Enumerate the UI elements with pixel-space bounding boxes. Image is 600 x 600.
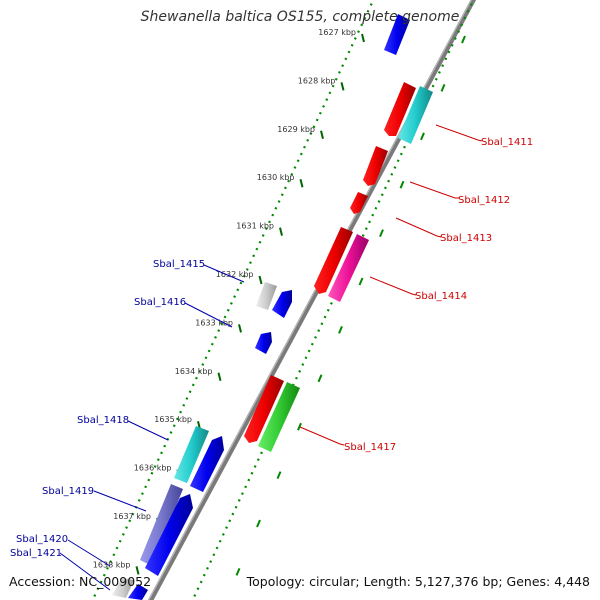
gene-sbal-1414-pair[interactable] <box>314 227 369 302</box>
tick-mark <box>235 568 241 576</box>
tick-label: 1629 kbp <box>277 125 315 134</box>
gene-label[interactable]: Sbal_1411 <box>481 137 533 148</box>
gene-label[interactable]: Sbal_1412 <box>458 195 510 206</box>
gene-label[interactable]: Sbal_1418 <box>77 415 129 426</box>
tick-label: 1637 kbp <box>113 512 151 521</box>
tick-mark <box>238 324 242 333</box>
gene-arrow[interactable] <box>174 426 209 483</box>
gene-arrow[interactable] <box>384 82 416 136</box>
gene-arrow[interactable] <box>140 484 183 566</box>
tick-mark <box>279 227 283 236</box>
tick-mark <box>358 277 364 286</box>
tick-mark <box>440 84 446 92</box>
gene-label[interactable]: Sbal_1414 <box>415 291 467 302</box>
tick-label: 1635 kbp <box>154 415 192 424</box>
reverse-gene-labels: Sbal_1415 Sbal_1416 Sbal_1418 Sbal_1419 … <box>10 259 205 559</box>
tick-label: 1633 kbp <box>195 318 233 327</box>
gene-sbal-1417-pair[interactable] <box>244 375 300 452</box>
gene-sbal-1411-pair[interactable] <box>384 82 433 144</box>
reverse-label-leaders <box>59 264 245 591</box>
tick-mark <box>217 372 222 382</box>
tick-mark <box>379 229 384 237</box>
tick-marks: 1627 kbp 1628 kbp 1629 kbp 1630 kbp 1631 kbp… <box>93 28 466 576</box>
tick-label: 1632 kbp <box>216 270 254 279</box>
tick-mark <box>135 566 140 575</box>
forward-label-leaders <box>299 124 483 446</box>
gene-arrow[interactable] <box>398 86 433 144</box>
tick-label: 1636 kbp <box>134 464 172 473</box>
gene-sbal-1413-arrow[interactable] <box>350 192 368 214</box>
tick-label: 1627 kbp <box>318 28 356 37</box>
gene-label[interactable]: Sbal_1421 <box>10 548 62 559</box>
tick-label: 1638 kbp <box>93 560 131 569</box>
tick-mark <box>256 519 261 528</box>
tick-mark <box>320 130 324 140</box>
gene-arrow[interactable] <box>145 494 193 576</box>
gene-top-blue-arrow[interactable] <box>384 14 410 55</box>
gene-sbal-1416-arrow[interactable] <box>255 332 272 354</box>
gene-label[interactable]: Sbal_1419 <box>42 486 94 497</box>
tick-mark <box>258 275 263 285</box>
gene-arrow[interactable] <box>244 375 284 443</box>
tick-mark <box>340 82 345 91</box>
gene-sbal-1418-pair[interactable] <box>174 426 224 492</box>
tick-mark <box>297 422 302 431</box>
tick-label: 1634 kbp <box>175 367 213 376</box>
tick-label: 1630 kbp <box>257 173 295 182</box>
map-title: Shewanella baltica OS155, complete genom… <box>140 9 460 25</box>
gene-label[interactable]: Sbal_1413 <box>440 233 492 244</box>
gene-arrow[interactable] <box>256 282 277 310</box>
gene-label[interactable]: Sbal_1416 <box>134 297 186 308</box>
gene-arrow[interactable] <box>314 227 353 294</box>
gene-arrow[interactable] <box>258 382 300 452</box>
gene-label[interactable]: Sbal_1417 <box>344 442 396 453</box>
tick-mark <box>299 178 304 188</box>
tick-label: 1631 kbp <box>236 222 274 231</box>
tick-label: 1628 kbp <box>298 76 336 85</box>
gene-label[interactable]: Sbal_1415 <box>153 259 205 270</box>
gene-label[interactable]: Sbal_1420 <box>16 534 68 545</box>
gene-sbal-1412-arrow[interactable] <box>363 146 388 186</box>
genome-backbone <box>147 0 477 600</box>
ring-dotted-inner <box>91 0 375 600</box>
tick-mark <box>276 471 282 479</box>
gene-sbal-1419-pair[interactable] <box>140 484 193 576</box>
tick-mark <box>361 33 365 43</box>
tick-mark <box>461 35 466 44</box>
gene-sbal-1415-pair[interactable] <box>256 282 292 318</box>
gene-sbal-1421-arrow[interactable] <box>128 584 148 600</box>
genome-summary-text: Topology: circular; Length: 5,127,376 bp… <box>246 574 590 589</box>
gene-arrow[interactable] <box>328 234 369 302</box>
tick-mark <box>317 374 323 383</box>
gene-arrow[interactable] <box>272 290 292 318</box>
accession-text: Accession: NC_009052 <box>9 574 152 589</box>
tick-mark <box>420 132 425 141</box>
tick-mark <box>399 180 405 189</box>
forward-gene-labels: Sbal_1411 Sbal_1412 Sbal_1413 Sbal_1414 … <box>344 137 533 453</box>
genome-backbone-highlight <box>148 0 472 600</box>
gene-arrow[interactable] <box>190 436 224 492</box>
gene-sbal-1420-arrow[interactable] <box>112 578 134 598</box>
tick-mark <box>338 326 343 334</box>
